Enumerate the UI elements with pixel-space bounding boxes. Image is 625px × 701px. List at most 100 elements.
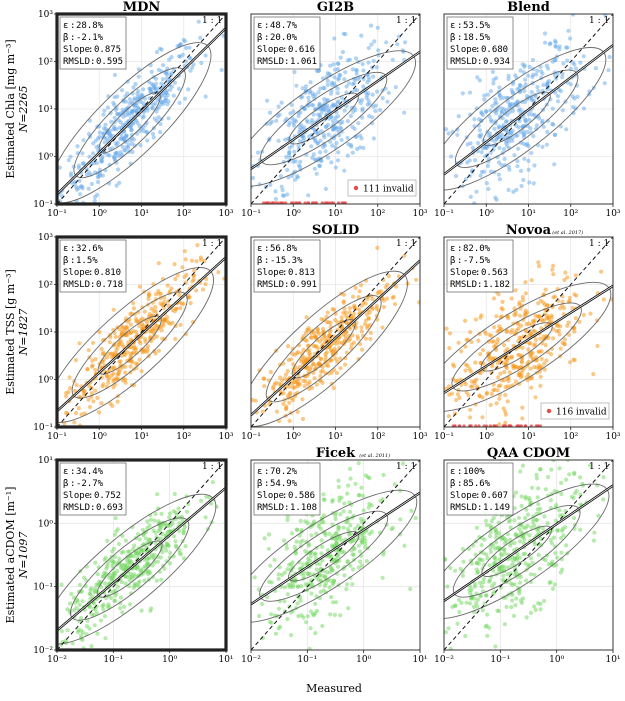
invalid-point xyxy=(515,424,519,427)
data-point xyxy=(402,110,407,115)
data-point xyxy=(482,145,488,150)
data-point xyxy=(146,296,151,302)
data-point xyxy=(370,121,375,126)
x-tick-label: 10⁰ xyxy=(356,655,371,665)
data-point xyxy=(478,580,483,586)
stat-value-beta: 18.5% xyxy=(463,33,491,43)
data-point xyxy=(264,205,268,209)
data-point xyxy=(263,430,267,434)
data-point xyxy=(174,512,179,517)
data-point xyxy=(345,153,350,158)
data-point xyxy=(326,106,331,111)
data-point xyxy=(450,362,456,367)
data-point xyxy=(521,552,526,557)
data-point xyxy=(526,73,531,78)
data-point xyxy=(93,219,97,223)
data-point xyxy=(383,285,388,290)
data-point xyxy=(199,60,204,66)
data-point xyxy=(290,398,295,403)
data-point xyxy=(345,491,350,496)
data-point xyxy=(81,138,86,143)
data-point xyxy=(191,62,196,67)
data-point xyxy=(359,485,364,490)
data-point xyxy=(284,155,289,160)
data-point xyxy=(479,584,484,589)
data-point xyxy=(536,529,541,534)
data-point xyxy=(343,310,348,315)
data-point xyxy=(306,541,311,546)
data-point xyxy=(538,601,543,606)
one-to-one-label: 1 : 1 xyxy=(589,239,609,249)
stat-value-eps: 70.2% xyxy=(270,467,298,477)
data-point xyxy=(538,64,543,69)
data-point xyxy=(564,543,569,548)
data-point xyxy=(259,601,265,607)
data-point xyxy=(240,392,244,396)
data-point xyxy=(245,245,249,249)
data-point xyxy=(488,546,493,551)
data-point xyxy=(523,291,529,296)
data-point xyxy=(342,77,347,82)
data-point xyxy=(349,105,354,110)
data-point xyxy=(392,482,397,487)
data-point xyxy=(486,186,491,192)
invalid-point xyxy=(462,424,466,427)
stat-value-eps: 48.7% xyxy=(270,21,298,31)
data-point xyxy=(476,338,481,343)
data-point xyxy=(336,527,341,532)
data-point xyxy=(349,315,354,320)
data-point xyxy=(561,533,566,538)
data-point xyxy=(89,391,94,396)
stat-label-rmsld: RMSLD xyxy=(257,57,284,67)
data-point xyxy=(495,135,500,140)
stat-label-beta: β xyxy=(63,256,68,266)
data-point xyxy=(356,493,361,498)
stat-value-slope: 0.680 xyxy=(481,45,508,55)
stat-value-beta: -15.3% xyxy=(270,256,303,266)
data-point xyxy=(190,279,195,284)
data-point xyxy=(544,313,550,318)
x-axis-label: Measured xyxy=(306,682,362,695)
stat-sep: : xyxy=(264,467,269,477)
data-point xyxy=(199,498,204,503)
data-point xyxy=(482,93,487,98)
data-point xyxy=(104,566,109,571)
data-point xyxy=(498,371,503,376)
data-point xyxy=(574,453,578,457)
data-point xyxy=(101,112,106,117)
data-point xyxy=(264,121,269,127)
data-point xyxy=(295,409,300,414)
data-point xyxy=(156,506,161,511)
data-point xyxy=(138,143,143,148)
data-point xyxy=(105,355,110,360)
invalid-point xyxy=(484,424,488,427)
data-point xyxy=(135,91,140,96)
data-point xyxy=(493,644,498,649)
data-point xyxy=(112,115,117,120)
data-point xyxy=(336,484,341,490)
data-point xyxy=(291,578,296,583)
data-point xyxy=(280,378,285,383)
data-point xyxy=(160,336,165,341)
data-point xyxy=(309,591,314,596)
data-point xyxy=(488,169,494,174)
data-point xyxy=(490,104,495,109)
data-point xyxy=(73,358,78,363)
data-point xyxy=(571,495,576,501)
data-point xyxy=(289,102,294,107)
stat-sep: : xyxy=(477,280,482,290)
data-point xyxy=(307,646,312,650)
data-point xyxy=(59,629,64,634)
data-point xyxy=(335,158,341,163)
data-point xyxy=(475,570,480,576)
data-point xyxy=(163,98,168,103)
data-point xyxy=(348,523,353,528)
data-point xyxy=(187,45,192,50)
data-point xyxy=(504,365,509,371)
data-point xyxy=(150,329,155,334)
data-point xyxy=(565,460,570,462)
data-point xyxy=(243,168,247,172)
x-tick-label: 10² xyxy=(563,432,578,442)
data-point xyxy=(487,578,492,583)
data-point xyxy=(287,418,292,423)
